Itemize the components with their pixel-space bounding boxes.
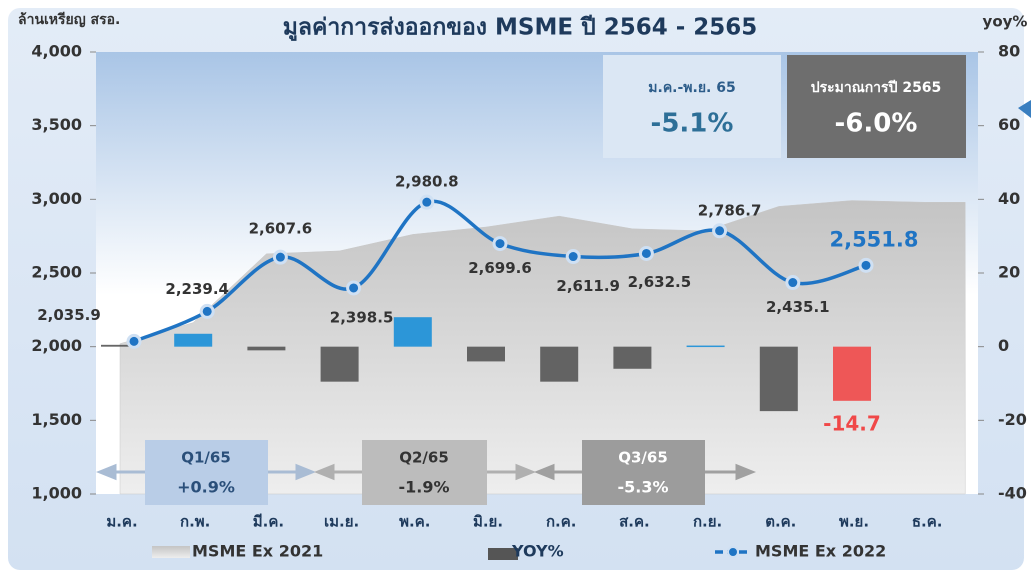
forecast-label: ประมาณการปี 2565: [811, 80, 942, 96]
marker: [565, 249, 581, 265]
data-label: 2,551.8: [829, 227, 918, 251]
data-label: 2,035.9: [37, 306, 101, 324]
x-tick-label: มิ.ย.: [473, 513, 503, 531]
y-tick-label: 2,000: [31, 336, 82, 355]
forecast-box: [787, 55, 966, 158]
marker: [492, 236, 508, 252]
legend-swatch: [727, 546, 739, 558]
x-tick-label: ก.พ.: [180, 513, 210, 531]
marker: [785, 275, 801, 291]
data-label: 2,980.8: [395, 173, 459, 191]
bar: [759, 346, 798, 412]
marker: [126, 333, 142, 349]
quarter-label: Q1/65: [181, 449, 231, 467]
ytd-box: [603, 55, 781, 158]
data-label: 2,786.7: [698, 201, 762, 219]
legend-label: YOY%: [511, 542, 564, 561]
marker: [272, 249, 288, 265]
x-tick-label: พ.ค.: [399, 513, 430, 531]
data-label: 2,607.6: [249, 220, 313, 238]
x-tick-label: พ.ย.: [839, 513, 869, 531]
data-label: 2,435.1: [766, 298, 830, 316]
y2-tick-label: -40: [998, 484, 1027, 503]
y2-tick-label: 20: [998, 263, 1020, 282]
y-axis-label: ล้านเหรียญ สรอ.: [18, 12, 120, 28]
legend-swatch: [488, 548, 518, 560]
x-tick-label: ส.ค.: [619, 513, 650, 531]
x-tick-label: มี.ค.: [253, 513, 284, 531]
bar: [467, 346, 505, 362]
bar: [174, 333, 213, 347]
quarter-box: [362, 440, 487, 505]
marker: [638, 245, 654, 261]
marker: [858, 257, 874, 273]
y2-tick-label: 80: [998, 42, 1020, 61]
legend-swatch: [152, 546, 190, 558]
marker: [419, 194, 435, 210]
quarter-arrows: [95, 463, 757, 481]
marker: [346, 280, 362, 296]
quarter-value: -5.3%: [617, 478, 668, 497]
ytd-label: ม.ค.-พ.ย. 65: [648, 80, 735, 96]
quarter-value: -1.9%: [398, 478, 449, 497]
y2-tick-label: -20: [998, 410, 1027, 429]
quarter-box: [145, 440, 268, 505]
data-label: 2,398.5: [330, 308, 394, 326]
y-tick-label: 2,500: [31, 263, 82, 282]
line: [133, 199, 867, 343]
bar: [247, 346, 286, 351]
bar: [393, 317, 432, 347]
data-label: 2,611.9: [556, 277, 620, 295]
legend-label: MSME Ex 2021: [192, 542, 323, 561]
data-label: 2,699.6: [468, 259, 532, 277]
data-label: 2,239.4: [165, 280, 229, 298]
bar: [833, 346, 871, 401]
y-tick-label: 3,000: [31, 189, 82, 208]
y-tick-label: 1,500: [31, 410, 82, 429]
data-label: -14.7: [823, 411, 881, 435]
forecast-value: -6.0%: [835, 109, 918, 139]
x-tick-label: ต.ค.: [765, 513, 796, 531]
y2-tick-label: 40: [998, 189, 1020, 208]
x-tick-label: ม.ค.: [106, 513, 137, 531]
y2-tick-label: 60: [998, 115, 1020, 134]
pointer: [1018, 100, 1031, 118]
bar: [101, 344, 139, 347]
legend-label: MSME Ex 2022: [755, 542, 886, 561]
marker: [712, 223, 728, 239]
x-tick-label: เม.ย.: [324, 513, 359, 531]
data-label: 2,632.5: [628, 273, 692, 291]
x-tick-label: ก.ย.: [693, 513, 722, 531]
x-tick-label: ธ.ค.: [912, 513, 943, 531]
y-tick-label: 3,500: [31, 115, 82, 134]
quarter-box: [582, 440, 705, 505]
y-tick-label: 4,000: [31, 42, 82, 61]
y2-tick-label: 0: [998, 336, 1009, 355]
y-tick-label: 1,000: [31, 484, 82, 503]
bar: [320, 346, 359, 382]
ytd-value: -5.1%: [651, 109, 734, 139]
bar: [613, 346, 652, 369]
marker: [199, 303, 215, 319]
quarter-label: Q2/65: [399, 449, 449, 467]
quarter-value: +0.9%: [177, 478, 235, 497]
y2-axis-label: yoy%: [983, 13, 1028, 31]
bar: [686, 345, 725, 348]
chart-title: มูลค่าการส่งออกของ MSME ปี 2564 - 2565: [283, 15, 758, 42]
bar: [540, 346, 579, 382]
x-tick-label: ก.ค.: [546, 513, 577, 531]
quarter-label: Q3/65: [618, 449, 668, 467]
